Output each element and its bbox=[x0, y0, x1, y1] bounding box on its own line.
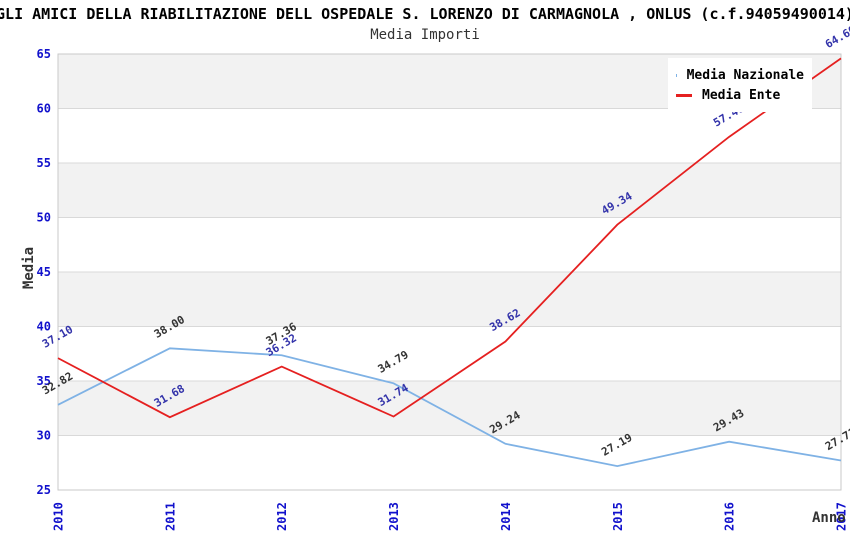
point-label-media-ente: 64.60 bbox=[823, 23, 850, 51]
plot-band bbox=[58, 272, 841, 327]
plot-border bbox=[57, 53, 842, 491]
y-tick-label: 35 bbox=[37, 374, 51, 388]
legend-swatch-media-ente-line-icon bbox=[676, 93, 692, 97]
legend-item-media-ente: Media Ente bbox=[676, 85, 804, 105]
x-tick-label: 2010 bbox=[52, 502, 66, 531]
x-tick-label: 2016 bbox=[723, 502, 737, 531]
chart-subtitle: Media Importi bbox=[370, 27, 480, 43]
series-line-media-ente bbox=[57, 57, 842, 419]
x-tick-label: 2017 bbox=[835, 502, 849, 531]
legend: Media Nazionale Media Ente bbox=[668, 58, 812, 112]
x-tick-label: 2015 bbox=[611, 502, 625, 531]
y-tick-label: 60 bbox=[37, 102, 51, 116]
legend-label: Media Nazionale bbox=[686, 67, 804, 83]
x-tick-label: 2011 bbox=[163, 502, 177, 531]
y-axis-title: Media bbox=[21, 246, 37, 290]
legend-swatch-media-nazionale-line-icon bbox=[676, 73, 677, 77]
legend-item-media-nazionale: Media Nazionale bbox=[676, 65, 804, 85]
y-tick-label: 25 bbox=[37, 483, 51, 497]
chart-title: GLI AMICI DELLA RIABILITAZIONE DELL OSPE… bbox=[0, 5, 850, 23]
y-tick-label: 55 bbox=[37, 156, 51, 170]
y-tick-label: 65 bbox=[37, 47, 51, 61]
x-axis-title: Anno bbox=[812, 510, 846, 526]
y-tick-label: 45 bbox=[37, 265, 51, 279]
x-tick-label: 2014 bbox=[499, 502, 513, 531]
point-label-media-nazionale: 34.79 bbox=[376, 348, 411, 376]
y-tick-label: 40 bbox=[37, 320, 51, 334]
series-line-media-nazionale bbox=[57, 347, 842, 468]
plot-band bbox=[58, 163, 841, 218]
x-tick-label: 2012 bbox=[275, 502, 289, 531]
legend-label: Media Ente bbox=[702, 87, 781, 103]
y-tick-label: 30 bbox=[37, 429, 51, 443]
y-tick-label: 50 bbox=[37, 211, 51, 225]
x-tick-label: 2013 bbox=[387, 502, 401, 531]
